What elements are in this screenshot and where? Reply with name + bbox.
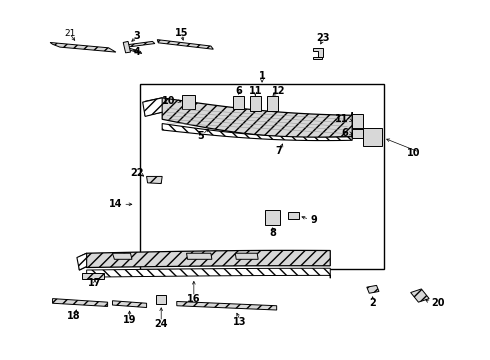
Polygon shape [162,123,352,141]
Text: 21: 21 [64,29,75,38]
Polygon shape [52,298,108,306]
Text: 10: 10 [407,148,420,158]
Polygon shape [87,268,330,278]
Polygon shape [235,253,258,259]
Text: 9: 9 [311,215,318,225]
Bar [288,212,298,219]
Bar [182,95,196,109]
Text: 16: 16 [187,294,200,303]
Text: 7: 7 [276,146,282,156]
Text: 18: 18 [67,311,80,321]
Text: 4: 4 [133,47,140,57]
Text: 22: 22 [130,168,144,178]
Polygon shape [77,253,87,270]
Polygon shape [145,98,352,138]
Bar [352,114,363,128]
Bar [363,128,382,146]
Text: 5: 5 [197,131,203,141]
Polygon shape [113,301,147,307]
Text: 23: 23 [316,33,330,43]
Text: 2: 2 [369,297,376,307]
Polygon shape [411,289,429,302]
Text: 11: 11 [335,114,348,124]
Polygon shape [177,301,277,310]
Text: 6: 6 [235,86,242,96]
Polygon shape [125,41,155,47]
Polygon shape [113,253,132,259]
Bar [233,96,244,109]
Text: 8: 8 [270,228,276,238]
Bar [266,210,280,225]
Text: 19: 19 [123,315,136,325]
Polygon shape [82,273,104,279]
Polygon shape [313,48,323,57]
Polygon shape [187,253,212,259]
Polygon shape [367,285,379,293]
Polygon shape [125,47,142,54]
Text: 12: 12 [272,86,286,96]
Polygon shape [79,250,330,270]
Text: 10: 10 [162,96,176,106]
Text: 11: 11 [248,86,262,96]
Text: 15: 15 [175,28,189,38]
Text: 13: 13 [233,317,247,327]
Text: 14: 14 [109,199,122,209]
Text: 6: 6 [342,128,348,138]
Bar [352,129,363,138]
Text: 20: 20 [432,298,445,308]
Text: 1: 1 [259,71,266,81]
Bar [250,96,261,111]
Polygon shape [143,98,162,116]
Polygon shape [313,57,322,59]
Bar [140,84,384,269]
Polygon shape [147,176,162,184]
Text: 24: 24 [154,319,168,329]
Bar [156,296,166,304]
Polygon shape [50,42,116,52]
Polygon shape [157,40,213,49]
Bar [267,96,278,111]
Text: 17: 17 [88,278,102,288]
Polygon shape [123,41,130,53]
Text: 3: 3 [133,31,140,41]
